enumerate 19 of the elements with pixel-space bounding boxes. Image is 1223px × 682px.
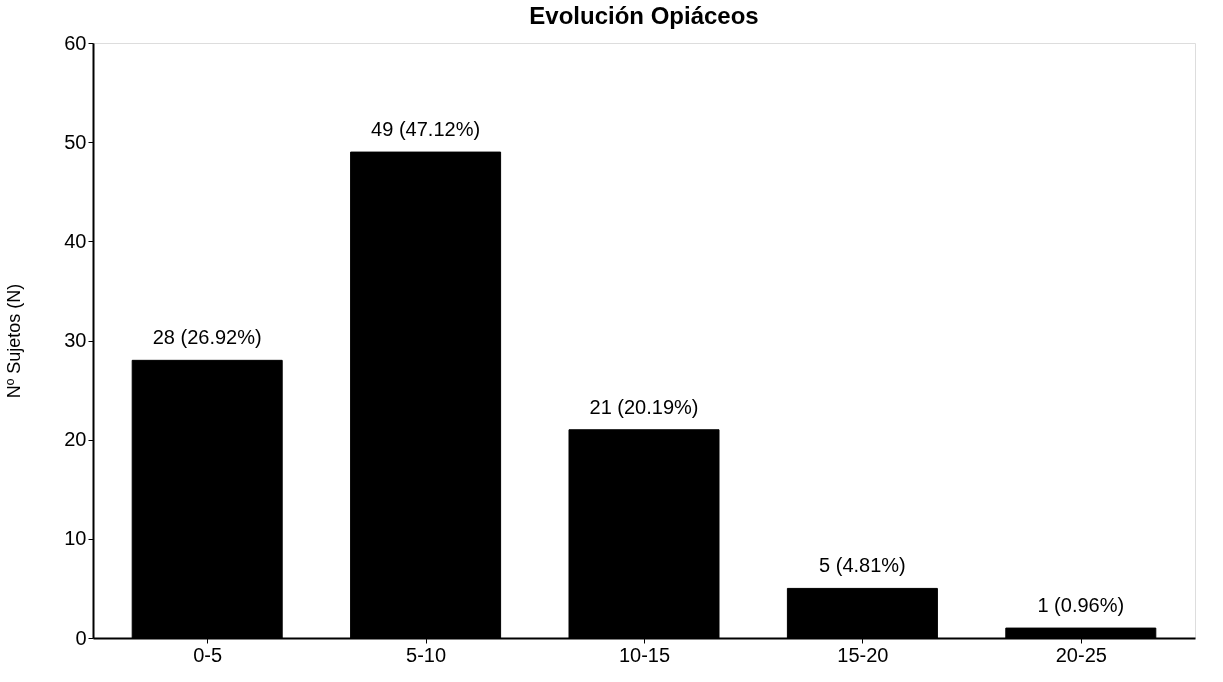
x-tick-label: 5-10 [406,643,447,666]
x-tick-label: 0-5 [193,643,223,666]
y-tick-label: 0 [75,626,87,649]
y-tick-label: 20 [64,428,87,451]
x-tick-label: 15-20 [837,643,889,666]
data-label: 5 (4.81%) [819,554,906,577]
data-label: 21 (20.19%) [589,395,699,418]
x-tick-label: 10-15 [618,643,671,666]
y-tick-label: 60 [64,31,87,54]
data-label: 28 (26.92%) [152,326,262,349]
x-tick-label: 20-25 [1055,643,1107,666]
y-tick-label: 50 [64,130,87,153]
y-axis-title: Nº Sujetos (N) [4,283,25,399]
data-label: 49 (47.12%) [371,118,481,141]
y-tick-label: 10 [64,527,87,550]
y-tick-label: 30 [64,329,87,351]
chart-title: Evolución Opiáceos [529,2,759,29]
y-tick-label: 40 [64,229,87,252]
data-label: 1 (0.96%) [1037,594,1125,617]
